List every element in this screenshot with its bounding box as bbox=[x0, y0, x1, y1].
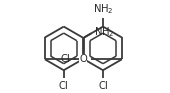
Text: O: O bbox=[80, 54, 87, 64]
Text: NH$_2$: NH$_2$ bbox=[93, 2, 113, 16]
Text: Cl: Cl bbox=[98, 81, 108, 91]
Text: NH$_2$: NH$_2$ bbox=[94, 25, 114, 39]
Text: Cl: Cl bbox=[61, 54, 71, 64]
Text: Cl: Cl bbox=[59, 81, 69, 91]
